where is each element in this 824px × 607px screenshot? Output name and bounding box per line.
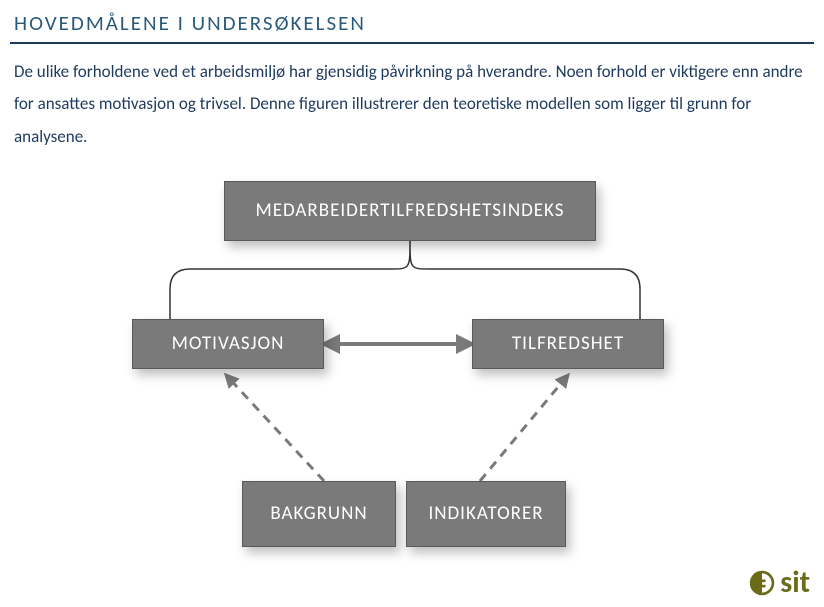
node-tilfr: TILFREDSHET [472, 319, 664, 369]
node-motiv: MOTIVASJON [132, 319, 324, 369]
page-title: HOVEDMÅLENE I UNDERSØKELSEN [0, 0, 824, 42]
intro-paragraph: De ulike forholdene ved et arbeidsmiljø … [0, 56, 824, 153]
logo-icon [748, 569, 776, 597]
logo-text: sit [780, 564, 810, 601]
theoretical-model-diagram: MEDARBEIDERTILFREDSHETSINDEKS MOTIVASJON T… [0, 153, 824, 583]
heading-rule [10, 42, 814, 44]
brand-logo: sit [748, 564, 810, 601]
node-bakgr: BAKGRUNN [242, 481, 396, 547]
node-indik: INDIKATORER [406, 481, 566, 547]
node-top: MEDARBEIDERTILFREDSHETSINDEKS [224, 181, 596, 241]
